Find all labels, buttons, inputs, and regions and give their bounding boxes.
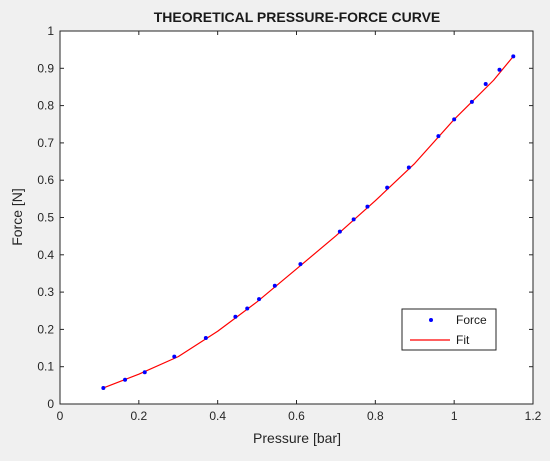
force-point: [337, 229, 342, 234]
y-tick-label: 0.8: [37, 99, 54, 113]
force-point: [272, 283, 277, 288]
x-tick-label: 1: [451, 409, 458, 423]
force-point: [203, 335, 208, 340]
legend-fit-label: Fit: [456, 333, 470, 347]
force-point: [172, 354, 177, 359]
force-point: [351, 217, 356, 222]
force-point: [298, 262, 303, 267]
y-tick-label: 1: [47, 24, 54, 38]
x-axis-label: Pressure [bar]: [253, 430, 341, 446]
force-point: [483, 81, 488, 86]
x-tick-label: 0.4: [209, 409, 226, 423]
force-point: [233, 314, 238, 319]
force-point: [406, 165, 411, 170]
force-point: [365, 204, 370, 209]
x-tick-label: 0.2: [130, 409, 147, 423]
y-tick-label: 0.9: [37, 61, 54, 75]
force-point: [101, 385, 106, 390]
force-point: [257, 297, 262, 302]
y-tick-label: 0: [47, 397, 54, 411]
force-point: [511, 54, 516, 59]
y-tick-label: 0.5: [37, 211, 54, 225]
chart-title: THEORETICAL PRESSURE-FORCE CURVE: [154, 9, 441, 25]
force-point: [452, 117, 457, 122]
y-tick-label: 0.1: [37, 360, 54, 374]
y-tick-label: 0.7: [37, 136, 54, 150]
force-point: [497, 67, 502, 72]
force-point: [469, 99, 474, 104]
x-tick-label: 0.6: [288, 409, 305, 423]
legend-box: [401, 308, 497, 351]
x-tick-label: 1.2: [525, 409, 542, 423]
legend-force-marker: [429, 318, 433, 322]
y-tick-label: 0.6: [37, 173, 54, 187]
fit-series: [103, 55, 514, 389]
legend-force-label: Force: [456, 313, 487, 327]
y-tick-label: 0.3: [37, 285, 54, 299]
force-point: [436, 134, 441, 139]
force-point: [142, 370, 147, 375]
force-series: [101, 54, 516, 390]
y-tick-label: 0.2: [37, 322, 54, 336]
force-point: [245, 306, 250, 311]
legend: Force Fit: [401, 308, 497, 351]
force-point: [123, 377, 128, 382]
axis-ticks: 0 0.2 0.4 0.6 0.8 1 1.2 0 0.1 0.2 0.3 0.4 0.5 0.6 0.7 0…: [37, 24, 541, 423]
x-tick-label: 0.8: [367, 409, 384, 423]
y-axis-label: Force [N]: [9, 188, 25, 246]
y-tick-label: 0.4: [37, 248, 54, 262]
force-point: [385, 185, 390, 190]
x-tick-label: 0: [57, 409, 64, 423]
fit-curve: [103, 55, 514, 389]
